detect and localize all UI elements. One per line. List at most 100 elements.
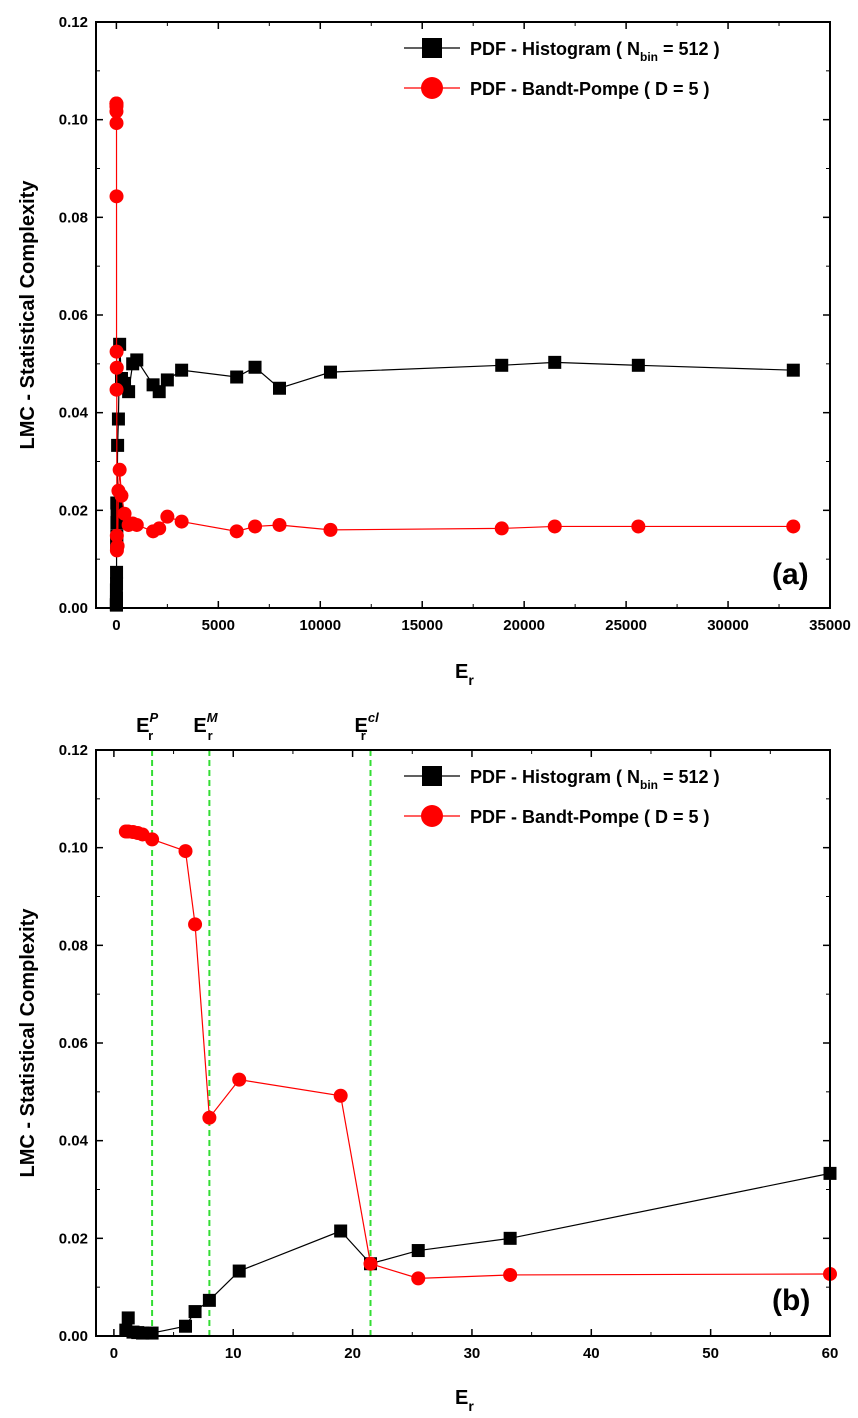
legend-label-sub: bin [640, 50, 658, 64]
x-tick-label: 40 [583, 1345, 600, 1362]
series-line-histogram [115, 344, 794, 606]
data-point-histogram [248, 360, 262, 374]
data-point-histogram [503, 1231, 517, 1245]
reference-label-sub: r [208, 728, 213, 743]
data-point-histogram [786, 363, 800, 377]
y-tick-label: 0.08 [59, 209, 88, 226]
x-tick-label: 5000 [202, 617, 235, 634]
plot-frame [95, 21, 831, 609]
y-tick-label: 0.06 [59, 307, 88, 324]
data-point-histogram [548, 355, 562, 369]
legend-marker-bandt-pompe [421, 77, 443, 99]
x-axis-title-main: E [455, 1387, 468, 1409]
data-point-histogram [152, 385, 166, 399]
y-tick-label: 0.12 [59, 742, 88, 759]
data-point-bandt-pompe [117, 506, 132, 521]
data-point-bandt-pompe [363, 1256, 378, 1271]
x-axis-title-sub: r [468, 672, 474, 688]
data-point-bandt-pompe [178, 844, 193, 859]
data-point-histogram [121, 1311, 135, 1325]
data-point-bandt-pompe [174, 514, 189, 529]
data-point-histogram [175, 363, 189, 377]
data-point-bandt-pompe [323, 522, 338, 537]
data-point-bandt-pompe [188, 917, 203, 932]
data-point-histogram [130, 353, 144, 367]
legend-entry: PDF - Histogram ( Nbin = 512 ) [470, 39, 720, 64]
legend-label: PDF - Bandt-Pompe ( D = 5 ) [470, 807, 710, 827]
series-line-bandt-pompe [125, 830, 831, 1279]
data-point-histogram [145, 1326, 159, 1340]
data-point-bandt-pompe [109, 189, 124, 204]
data-point-histogram [110, 591, 124, 605]
x-tick-label: 10000 [299, 617, 341, 634]
panel-label: (b) [772, 1284, 810, 1317]
data-point-bandt-pompe [786, 519, 801, 534]
legend-label: PDF - Histogram ( N [470, 39, 640, 59]
data-point-bandt-pompe [112, 462, 127, 477]
legend-label-tail: = 512 ) [658, 767, 720, 787]
data-point-histogram [122, 385, 136, 399]
data-point-bandt-pompe [109, 528, 124, 543]
y-axis-title: LMC - Statistical Complexity [17, 180, 39, 450]
chart-panel-b: EP r EM r Ecl r0.000.020.040.060.080.100.120 1… [17, 710, 838, 1414]
data-point-histogram [110, 565, 124, 579]
legend-marker-histogram [422, 38, 442, 58]
data-point-bandt-pompe [547, 519, 562, 534]
data-point-histogram [334, 1224, 348, 1238]
data-point-histogram [111, 412, 125, 426]
y-tick-label: 0.06 [59, 1035, 88, 1052]
data-point-bandt-pompe [114, 488, 129, 503]
y-tick-label: 0.10 [59, 112, 88, 129]
x-tick-label: 35000 [809, 617, 851, 634]
legend-entry: PDF - Histogram ( Nbin = 512 ) [470, 767, 720, 792]
y-axis-title: LMC - Statistical Complexity [17, 908, 39, 1178]
x-axis-title-main: E [455, 661, 468, 683]
reference-label-sup: P [149, 710, 158, 725]
y-tick-label: 0.00 [59, 1328, 88, 1345]
y-tick-label: 0.02 [59, 1230, 88, 1247]
data-point-histogram [160, 373, 174, 387]
data-point-bandt-pompe [160, 509, 175, 524]
reference-line-label: EM r [193, 710, 218, 743]
reference-label-sub: r [361, 728, 366, 743]
chart-panel-a: 0.00 0.02 0.04 0.06 0.08 0.10 0.12 0 5000 10000 15… [17, 14, 851, 688]
legend-entry: PDF - Bandt-Pompe ( D = 5 ) [470, 79, 710, 99]
x-tick-label: 15000 [401, 617, 443, 634]
y-tick-label: 0.04 [59, 405, 89, 422]
data-point-bandt-pompe [248, 519, 263, 534]
y-tick-label: 0.02 [59, 502, 88, 519]
legend-label-tail: = 512 ) [658, 39, 720, 59]
data-point-bandt-pompe [333, 1088, 348, 1103]
data-point-histogram [202, 1293, 216, 1307]
data-point-histogram [110, 577, 124, 591]
reference-label-main: E [193, 715, 206, 737]
data-point-histogram [631, 358, 645, 372]
x-axis-title-sub: r [468, 1398, 474, 1414]
legend-label-sub: bin [640, 778, 658, 792]
legend-entry: PDF - Bandt-Pompe ( D = 5 ) [470, 807, 710, 827]
x-axis-title: Er [455, 1387, 474, 1414]
data-point-bandt-pompe [272, 517, 287, 532]
reference-line-label: EP r [136, 710, 158, 743]
reference-label-main: E [355, 715, 368, 737]
y-tick-label: 0.08 [59, 937, 88, 954]
y-tick-label: 0.10 [59, 840, 88, 857]
y-tick-label: 0.12 [59, 14, 88, 31]
x-tick-label: 0 [110, 1345, 118, 1362]
data-point-histogram [323, 365, 337, 379]
plot-frame [95, 749, 831, 1337]
data-point-histogram [232, 1264, 246, 1278]
legend-marker-bandt-pompe [421, 805, 443, 827]
data-point-histogram [230, 370, 244, 384]
data-point-bandt-pompe [631, 519, 646, 534]
data-point-bandt-pompe [229, 524, 244, 539]
data-point-bandt-pompe [109, 116, 124, 131]
x-tick-label: 60 [822, 1345, 839, 1362]
data-point-bandt-pompe [411, 1271, 426, 1286]
data-point-histogram [273, 381, 286, 395]
data-point-bandt-pompe [109, 360, 124, 375]
data-point-bandt-pompe [494, 521, 509, 536]
legend-marker-histogram [422, 766, 442, 786]
data-point-histogram [188, 1305, 202, 1319]
